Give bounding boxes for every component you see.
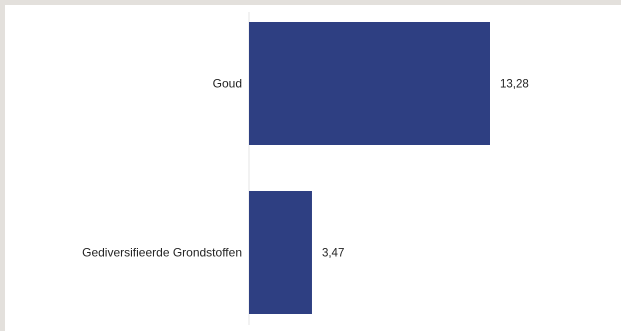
bar-0 (249, 22, 490, 145)
category-label: Goud (213, 77, 242, 91)
category-label: Gediversifieerde Grondstoffen (82, 246, 242, 260)
value-label: 3,47 (322, 248, 344, 260)
value-label: 13,28 (500, 79, 529, 91)
bar-1 (249, 191, 312, 314)
